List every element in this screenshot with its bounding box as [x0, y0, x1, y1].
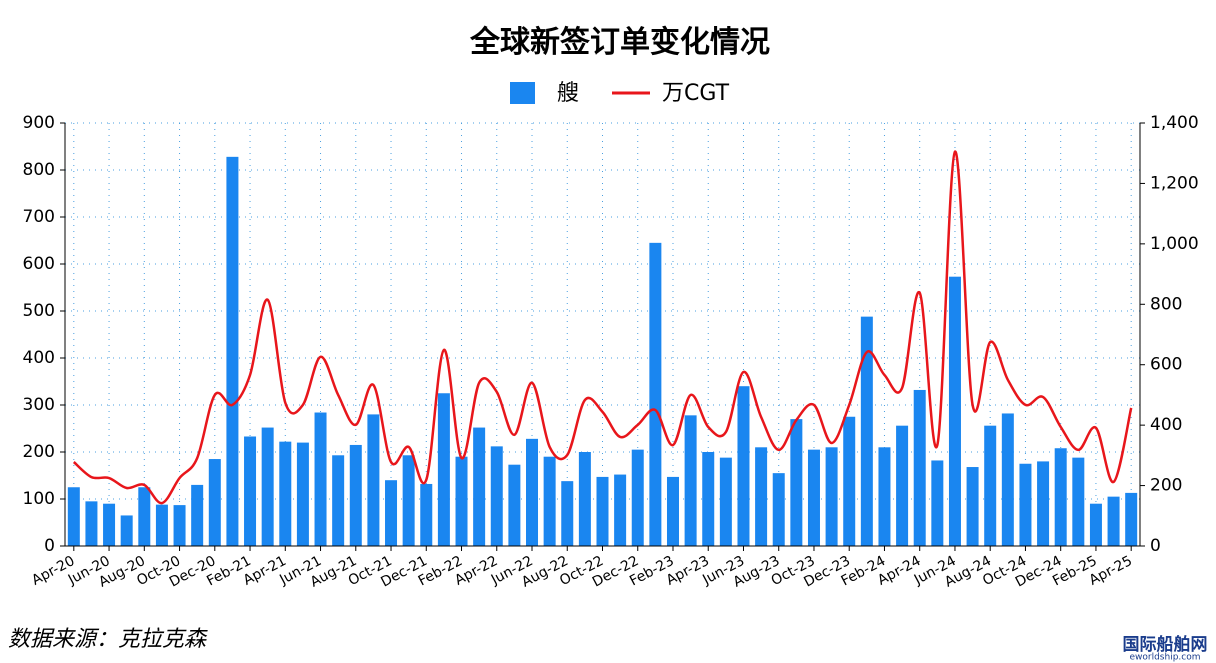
legend-label: 艘 [557, 81, 579, 106]
y-tick-label: 100 [23, 489, 55, 509]
bar [1054, 448, 1067, 546]
bar [296, 442, 309, 546]
y-tick-label: 800 [23, 160, 55, 180]
bar [719, 457, 732, 546]
bar [226, 156, 239, 546]
bar [208, 459, 221, 546]
bar [420, 483, 433, 546]
bar [825, 447, 838, 546]
bar [191, 484, 204, 546]
bar [120, 515, 133, 546]
y-tick-label: 300 [23, 395, 55, 415]
bar [385, 480, 398, 546]
bar [966, 467, 979, 546]
bar [473, 427, 486, 546]
y-tick-label: 900 [23, 113, 55, 133]
y2-tick-label: 1,400 [1150, 113, 1199, 133]
line-series [72, 150, 1133, 505]
bar [931, 460, 944, 546]
bar [807, 449, 820, 546]
bar [948, 276, 961, 546]
bar [279, 441, 292, 546]
bar [878, 447, 891, 546]
bar [772, 473, 785, 546]
bar [490, 446, 503, 546]
y2-tick-label: 800 [1150, 294, 1182, 314]
y-tick-label: 600 [23, 254, 55, 274]
bar [1089, 503, 1102, 546]
bar [1125, 492, 1138, 546]
bar [85, 501, 98, 546]
bar [244, 436, 257, 546]
bar [896, 425, 909, 546]
legend-swatch [510, 82, 535, 104]
bar [155, 504, 168, 546]
source-note: 数据来源：克拉克森 [8, 627, 208, 652]
bar [666, 476, 679, 546]
y-tick-label: 700 [23, 207, 55, 227]
y-tick-label: 500 [23, 301, 55, 321]
bar [332, 455, 345, 546]
bar [1107, 496, 1120, 546]
bar [437, 393, 450, 546]
bar [561, 481, 574, 546]
bar [543, 456, 556, 546]
y2-tick-label: 1,000 [1150, 234, 1199, 254]
bar [173, 505, 186, 546]
bar [367, 414, 380, 546]
bar [578, 452, 591, 546]
bar [349, 444, 362, 546]
bar [596, 476, 609, 546]
y-tick-label: 200 [23, 442, 55, 462]
bar [843, 416, 856, 546]
watermark-url: eworldship.com [1129, 653, 1200, 663]
y2-tick-label: 400 [1150, 415, 1182, 435]
bar [684, 415, 697, 546]
bar [631, 449, 644, 546]
y2-tick-label: 0 [1150, 536, 1161, 556]
bar [913, 389, 926, 546]
bar [984, 425, 997, 546]
bar [402, 455, 415, 546]
bar [614, 474, 627, 546]
bar [860, 316, 873, 546]
y2-tick-label: 600 [1150, 355, 1182, 375]
bar [755, 447, 768, 546]
bar [649, 242, 662, 546]
bar [1001, 413, 1014, 546]
bar [1019, 463, 1032, 546]
bar [314, 412, 327, 546]
bar [737, 386, 750, 546]
bar [455, 456, 468, 546]
bar [103, 503, 116, 546]
bar [261, 427, 274, 546]
bar [1037, 461, 1050, 546]
watermark: 国际船舶网 [1123, 634, 1208, 655]
bar [702, 452, 715, 546]
bar [138, 487, 151, 546]
y2-tick-label: 200 [1150, 476, 1182, 496]
bar [508, 464, 521, 546]
chart-title: 全球新签订单变化情况 [469, 25, 770, 60]
bar [1072, 457, 1085, 546]
bar [526, 438, 539, 546]
legend-label: 万CGT [662, 81, 730, 106]
y-tick-label: 400 [23, 348, 55, 368]
bar [790, 419, 803, 546]
y-tick-label: 0 [44, 536, 55, 556]
y2-tick-label: 1,200 [1150, 173, 1199, 193]
bar [67, 487, 80, 546]
